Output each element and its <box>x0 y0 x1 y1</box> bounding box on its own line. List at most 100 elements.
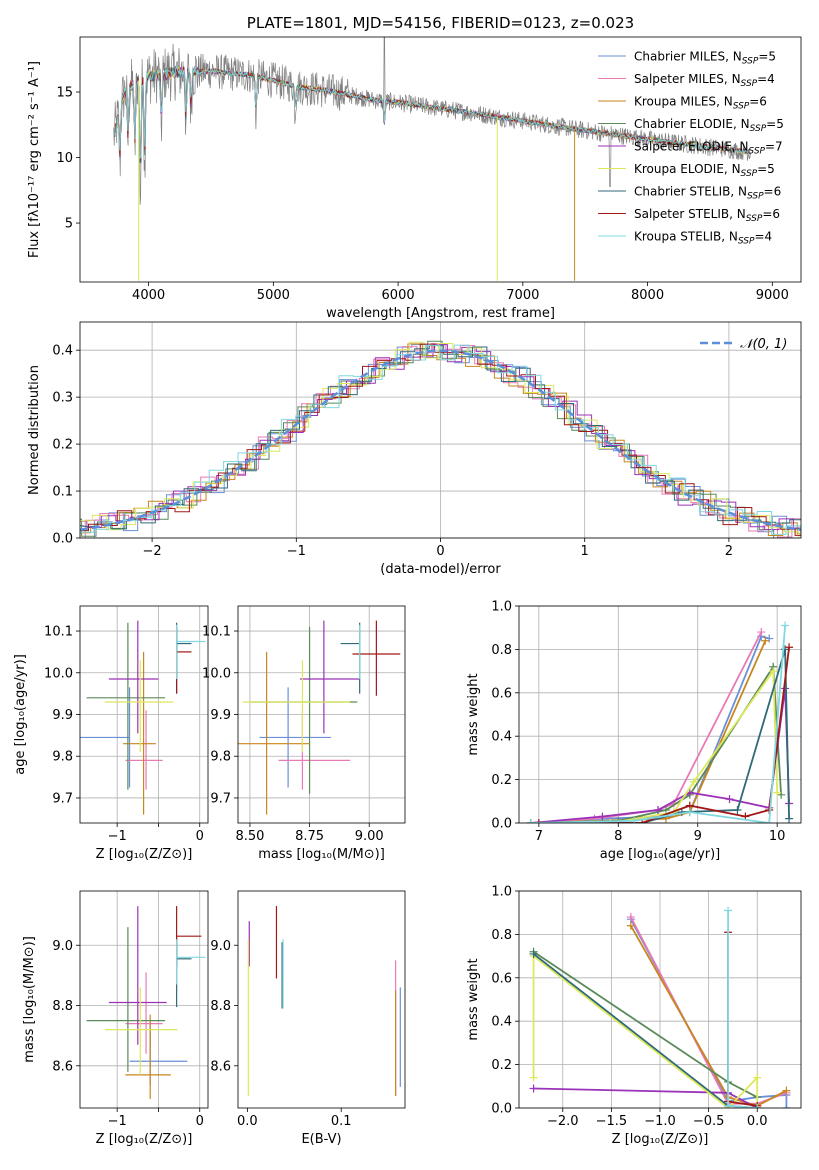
y-tick-label: 8.6 <box>210 1059 231 1074</box>
y-tick-label: 0.4 <box>491 1015 512 1030</box>
y-axis-label: Flux [fλ10⁻¹⁷ erg cm⁻² s⁻¹ A⁻¹] <box>27 61 42 258</box>
mass-weight-line <box>533 953 758 1108</box>
x-tick-label: 0 <box>436 544 444 559</box>
x-tick-label: 1 <box>581 544 589 559</box>
mass-weight-line <box>727 932 758 1107</box>
x-axis-label: Z [log₁₀(Z/Z⊙)] <box>612 1132 709 1147</box>
mass-weight-line <box>530 668 779 823</box>
mass-weight-marker <box>785 814 794 823</box>
error-cross <box>176 622 192 694</box>
x-tick-label: 7000 <box>506 288 539 303</box>
y-tick-label: 0.8 <box>491 928 512 943</box>
mass-weight-marker <box>757 628 766 637</box>
y-tick-label: 0.3 <box>52 391 73 406</box>
mass-weight-marker <box>526 819 535 823</box>
mass-weight-marker <box>685 808 694 817</box>
x-tick-label: 8000 <box>631 288 664 303</box>
y-tick-label: 10 <box>56 151 73 166</box>
mass-weight-marker <box>777 790 786 799</box>
plot-area <box>526 621 794 823</box>
legend-label: Salpeter ELODIE, NSSP=7 <box>634 140 783 157</box>
x-tick-label: −0.5 <box>693 1114 725 1129</box>
plot-area <box>113 37 752 281</box>
axes-frame <box>79 890 209 1109</box>
mass-weight-marker <box>753 1104 762 1108</box>
mass-weight-marker <box>733 805 742 814</box>
x-axis-label: age [log₁₀(age/yr)] <box>600 847 721 862</box>
plot-area <box>86 906 206 1099</box>
x-axis-label: (data-model)/error <box>380 562 501 577</box>
panel-age-vs-metallicity: −1 0 9.7 9.8 9.9 10.0 10.1 Z [log₁₀(Z/Z⊙)] age [… <box>13 605 209 862</box>
x-tick-label: 10 <box>769 829 786 844</box>
panel-mass-vs-metallicity: −1 0 8.6 8.8 9.0 Z [log₁₀(Z/Z⊙)] mass [log₁₀(M… <box>22 890 209 1147</box>
x-tick-label: 0 <box>196 829 204 844</box>
y-tick-label: 0.1 <box>52 485 73 500</box>
y-tick-label: 15 <box>56 86 73 101</box>
mass-weight-marker <box>765 634 774 643</box>
panel-age-vs-mass: 8.50 8.75 9.00 9.7 9.8 9.9 10.0 10.1 mass [log₁₀… <box>202 605 406 862</box>
mass-weight-marker <box>765 819 774 823</box>
error-cross <box>125 972 163 1054</box>
y-tick-label: 0.2 <box>52 438 73 453</box>
y-tick-label: 0.4 <box>491 730 512 745</box>
mass-weight-marker <box>529 1073 538 1082</box>
y-tick-label: 10.0 <box>44 666 73 681</box>
error-cross <box>352 620 401 696</box>
error-cross <box>108 906 167 1045</box>
y-tick-label: 9.0 <box>52 939 73 954</box>
mass-weight-marker <box>724 906 733 915</box>
axes-frame <box>79 321 802 539</box>
error-cross <box>86 927 166 1072</box>
error-cross <box>242 660 351 753</box>
mass-weight-marker <box>785 643 794 652</box>
residual-histogram <box>80 343 801 536</box>
residual-histogram <box>80 345 801 530</box>
y-axis-label: Normed distribution <box>27 365 42 495</box>
mass-weight-line <box>533 951 758 1098</box>
residual-histogram <box>80 344 801 531</box>
x-axis-label: mass [log₁₀(M/M⊙)] <box>258 847 385 862</box>
y-tick-label: 8.8 <box>52 999 73 1014</box>
y-tick-label: 9.7 <box>52 791 73 806</box>
mass-weight-marker <box>782 1104 791 1108</box>
error-cross <box>104 660 174 753</box>
x-axis-label: Z [log₁₀(Z/Z⊙)] <box>96 1132 193 1147</box>
mass-weight-marker <box>654 805 663 814</box>
x-tick-label: 8.50 <box>235 829 264 844</box>
error-cross <box>176 937 192 1008</box>
mass-weight-marker <box>781 621 790 630</box>
error-cross <box>125 1014 171 1099</box>
x-tick-label: 6000 <box>382 288 415 303</box>
legend-label: 𝒩(0, 1) <box>740 337 787 352</box>
mass-weight-line <box>532 954 759 1108</box>
x-tick-label: −2.0 <box>547 1114 579 1129</box>
plot-area <box>247 906 401 1096</box>
y-tick-label: 8.6 <box>52 1059 73 1074</box>
y-tick-label: 0.0 <box>491 817 512 832</box>
axes-frame <box>237 890 406 1109</box>
x-tick-label: −2 <box>143 544 162 559</box>
error-cross <box>104 987 178 1075</box>
y-tick-label: 1.0 <box>491 885 512 900</box>
x-tick-label: −1.0 <box>644 1114 676 1129</box>
y-tick-label: 0.0 <box>491 1102 512 1117</box>
residual-histogram <box>80 343 801 536</box>
y-axis-label: age [log₁₀(age/yr)] <box>13 654 28 775</box>
y-tick-label: 10.0 <box>202 666 231 681</box>
plot-area <box>238 620 401 815</box>
panel-residual-histogram: −2 −1 0 1 2 0.0 0.1 0.2 0.3 0.4 (data-model)/error… <box>27 321 802 577</box>
x-tick-label: 0.0 <box>747 1114 768 1129</box>
model-spectrum-line <box>114 66 751 164</box>
y-tick-label: 9.7 <box>210 791 231 806</box>
y-tick-label: 0.6 <box>491 971 512 986</box>
y-tick-label: 0.6 <box>491 686 512 701</box>
residual-histogram <box>80 343 801 538</box>
mass-weight-marker <box>626 921 635 930</box>
x-tick-label: −1.5 <box>596 1114 628 1129</box>
legend: Chabrier MILES, NSSP=5 Salpeter MILES, NS… <box>598 50 784 247</box>
mass-weight-marker <box>761 636 770 645</box>
mass-weight-marker <box>529 949 538 958</box>
x-tick-label: 5000 <box>257 288 290 303</box>
mass-weight-marker <box>630 816 639 823</box>
